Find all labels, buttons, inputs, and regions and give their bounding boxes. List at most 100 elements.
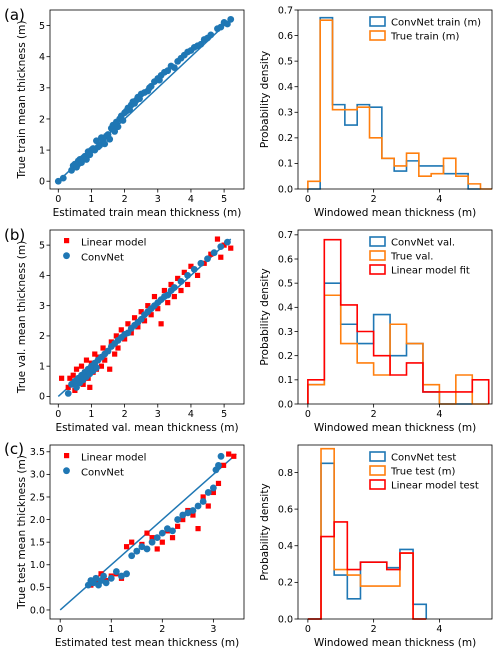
data-point-linear (92, 351, 98, 357)
data-point-linear (65, 384, 71, 390)
panel-b-left: 0 1 2 3 4 5 0 1 2 3 4 5 Estimated val. mean thicknes… (4, 226, 245, 434)
data-point-convnet (204, 255, 211, 263)
data-point-convnet (101, 140, 109, 148)
y-tick-label: 3.0 (30, 470, 45, 481)
y-tick-label: 1.5 (30, 537, 45, 548)
x-tick-label: 5 (221, 409, 227, 420)
y-axis-label: Probability density (259, 483, 271, 580)
y-tick-label: 4 (39, 271, 45, 282)
x-tick-label: 1 (88, 194, 94, 205)
data-point-convnet (184, 271, 192, 279)
data-point-convnet (118, 572, 125, 580)
y-tick-label: 0.3 (278, 108, 293, 119)
data-point-linear (70, 372, 76, 378)
y-tick-label: 0.7 (278, 5, 293, 16)
data-point-linear (115, 345, 121, 351)
y-tick-label: 2 (39, 331, 45, 342)
data-point-convnet (169, 527, 176, 535)
y-axis-label: True val. mean thickness (m) (16, 241, 28, 394)
panel-label: (a) (4, 6, 25, 24)
data-point-linear (100, 345, 106, 351)
legend-label: Linear model (81, 453, 146, 464)
data-point-convnet (199, 498, 207, 505)
data-point-linear (220, 462, 227, 468)
data-point-linear (159, 539, 165, 545)
legend-swatch (369, 250, 386, 261)
data-point-linear (129, 539, 135, 545)
x-tick-label: 1 (108, 624, 114, 635)
y-tick-label: 0.6 (278, 504, 293, 515)
data-point-linear (144, 530, 150, 536)
data-point-linear (158, 321, 164, 327)
legend-swatch (369, 16, 386, 27)
data-point-linear (112, 351, 118, 357)
panel-label: (c) (4, 440, 24, 458)
y-tick-label: 0.4 (278, 541, 293, 552)
data-point-convnet (184, 509, 192, 517)
x-tick-label: 0 (305, 194, 311, 205)
legend-swatch (369, 236, 386, 247)
panel-a-right: 0 2 4 0.0 0.1 0.2 0.3 0.4 0.5 0.6 0.7 Windowed mean… (259, 5, 493, 219)
y-tick-label: 0.6 (278, 254, 293, 265)
data-point-linear (171, 293, 177, 300)
y-axis-label: Probability density (259, 51, 271, 148)
panel-label: (b) (4, 226, 25, 244)
data-point-linear (231, 453, 237, 459)
data-point-convnet (190, 265, 198, 273)
data-point-linear (226, 451, 232, 457)
data-point-convnet (119, 117, 127, 124)
data-point-linear (98, 363, 105, 369)
legend-marker (63, 252, 70, 260)
data-point-convnet (102, 579, 110, 587)
data-point-linear (125, 321, 131, 327)
legend-label: Linear model fit (391, 266, 470, 277)
y-tick-label: 0.5 (278, 278, 293, 289)
histogram-step-true (307, 19, 492, 190)
data-point-convnet (114, 123, 122, 131)
data-point-linear (175, 275, 181, 282)
y-tick-label: 0.1 (278, 159, 293, 170)
data-point-linear (73, 366, 80, 372)
axes-frame (297, 444, 493, 620)
legend-label: ConvNet train (m) (391, 18, 481, 29)
data-point-linear (190, 512, 196, 518)
data-point-convnet (227, 15, 235, 23)
legend-swatch (369, 465, 386, 476)
legend: ConvNet test True test (m) Linear model te… (369, 451, 479, 492)
y-tick-label: 0 (39, 177, 45, 188)
y-axis-label: True train mean thickness (m) (16, 21, 28, 180)
data-point-linear (83, 357, 90, 363)
data-point-linear (178, 287, 184, 294)
data-point-linear (221, 242, 227, 248)
y-tick-label: 0.2 (278, 351, 293, 362)
y-tick-label: 3 (39, 301, 45, 312)
panel-a-left: 0 1 2 3 4 5 0 1 2 3 4 5 Estimated train mean thickne… (4, 6, 245, 219)
data-point-linear (98, 571, 104, 577)
y-tick-label: 0.8 (278, 468, 293, 479)
data-point-linear (161, 287, 168, 294)
legend-label: True test (m) (390, 467, 455, 478)
data-point-linear (188, 263, 194, 269)
x-tick-label: 2 (371, 409, 377, 420)
data-point-convnet (210, 249, 218, 257)
axes-frame (297, 229, 493, 405)
data-point-convnet (174, 516, 182, 523)
data-point-linear (122, 336, 128, 342)
y-tick-label: 0.4 (278, 82, 293, 93)
data-point-linear (113, 333, 119, 339)
data-point-linear (102, 357, 108, 363)
data-point-linear (78, 363, 85, 369)
y-tick-label: 2.0 (30, 515, 45, 526)
y-tick-label: 0.5 (278, 56, 293, 67)
data-point-convnet (204, 489, 212, 496)
data-point-linear (67, 375, 73, 381)
data-point-linear (210, 489, 216, 496)
data-point-linear (138, 309, 144, 315)
data-point-linear (107, 366, 113, 372)
histogram-step-linear (307, 521, 427, 620)
y-tick-label: 0 (39, 392, 45, 403)
data-point-convnet (106, 135, 114, 143)
x-axis-label: Estimated val. mean thickness (m) (55, 422, 238, 434)
data-point-linear (218, 254, 224, 260)
x-tick-label: 0 (305, 409, 311, 420)
